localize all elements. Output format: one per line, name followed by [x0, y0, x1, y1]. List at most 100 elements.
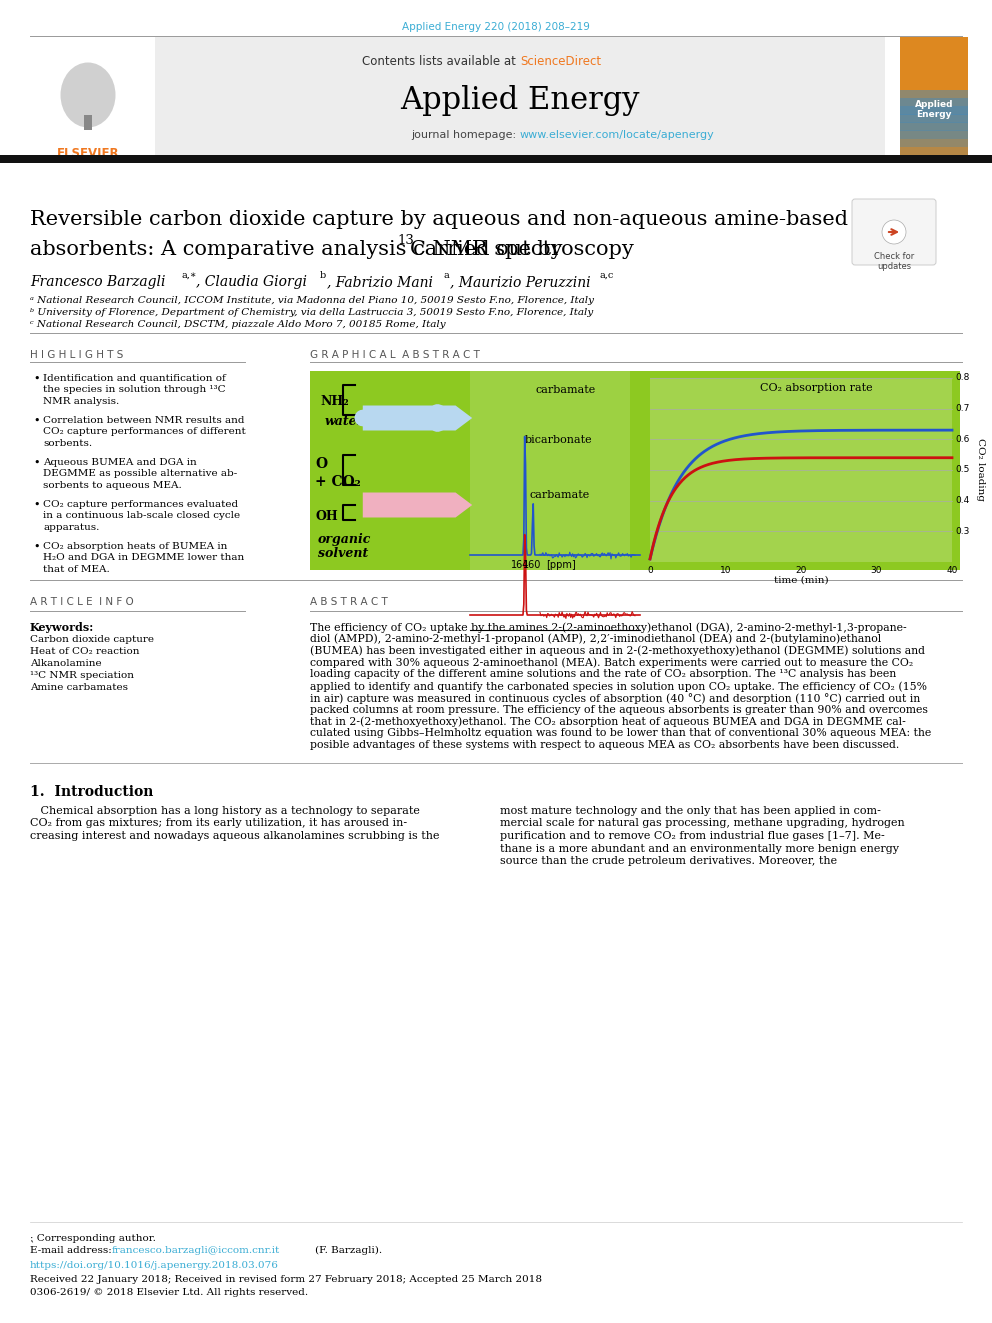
Text: •: • — [33, 500, 40, 509]
Text: •: • — [33, 374, 40, 384]
Text: solvent: solvent — [318, 546, 368, 560]
Text: 40: 40 — [946, 566, 957, 576]
Text: ᵃ National Research Council, ICCOM Institute, via Madonna del Piano 10, 50019 Se: ᵃ National Research Council, ICCOM Insti… — [30, 296, 594, 306]
FancyBboxPatch shape — [900, 90, 968, 115]
Text: Applied
Energy: Applied Energy — [915, 101, 953, 119]
Text: [ppm]: [ppm] — [546, 560, 575, 570]
Text: The efficiency of CO₂ uptake by the amines 2-(2-aminoethoxy)ethanol (DGA), 2-ami: The efficiency of CO₂ uptake by the amin… — [310, 622, 907, 632]
Text: 0.8: 0.8 — [955, 373, 969, 382]
Text: Applied Energy 220 (2018) 208–219: Applied Energy 220 (2018) 208–219 — [402, 22, 590, 32]
Text: culated using Gibbs–Helmholtz equation was found to be lower than that of conven: culated using Gibbs–Helmholtz equation w… — [310, 728, 931, 738]
Text: 0.4: 0.4 — [955, 496, 969, 505]
Text: time (min): time (min) — [774, 576, 828, 585]
Text: 0.5: 0.5 — [955, 466, 969, 475]
FancyBboxPatch shape — [650, 378, 952, 562]
Text: •: • — [33, 415, 40, 426]
Text: a: a — [443, 271, 448, 280]
Text: journal homepage:: journal homepage: — [412, 130, 520, 140]
Text: posible advantages of these systems with respect to aqueous MEA as CO₂ absorbent: posible advantages of these systems with… — [310, 740, 900, 750]
Text: Alkanolamine: Alkanolamine — [30, 659, 101, 668]
Text: sorbents to aqueous MEA.: sorbents to aqueous MEA. — [43, 482, 182, 490]
Text: 0.6: 0.6 — [955, 435, 969, 443]
Text: carbamate: carbamate — [530, 490, 590, 500]
Text: 13: 13 — [398, 234, 415, 247]
Text: Reversible carbon dioxide capture by aqueous and non-aqueous amine-based: Reversible carbon dioxide capture by aqu… — [30, 210, 848, 229]
Text: , Claudia Giorgi: , Claudia Giorgi — [196, 275, 307, 288]
Text: C NMR spectroscopy: C NMR spectroscopy — [410, 239, 633, 259]
Text: Keywords:: Keywords: — [30, 622, 94, 632]
Text: Aqueous BUMEA and DGA in: Aqueous BUMEA and DGA in — [43, 458, 196, 467]
Text: 0.7: 0.7 — [955, 404, 969, 413]
Text: Received 22 January 2018; Received in revised form 27 February 2018; Accepted 25: Received 22 January 2018; Received in re… — [30, 1275, 542, 1285]
Text: 0: 0 — [647, 566, 653, 576]
Text: francesco.barzagli@iccom.cnr.it: francesco.barzagli@iccom.cnr.it — [112, 1246, 281, 1256]
Text: purification and to remove CO₂ from industrial flue gases [1–7]. Me-: purification and to remove CO₂ from indu… — [500, 831, 885, 841]
Text: diol (AMPD), 2-amino-2-methyl-1-propanol (AMP), 2,2′-iminodiethanol (DEA) and 2-: diol (AMPD), 2-amino-2-methyl-1-propanol… — [310, 634, 881, 644]
Text: Check for
updates: Check for updates — [874, 251, 914, 271]
Text: source than the crude petroleum derivatives. Moreover, the: source than the crude petroleum derivati… — [500, 856, 837, 867]
Text: 0.3: 0.3 — [955, 527, 969, 536]
FancyBboxPatch shape — [155, 37, 885, 155]
Text: Carbon dioxide capture: Carbon dioxide capture — [30, 635, 154, 644]
Text: organic: organic — [318, 533, 371, 546]
Text: the species in solution through ¹³C: the species in solution through ¹³C — [43, 385, 225, 394]
Text: apparatus.: apparatus. — [43, 523, 99, 532]
Text: carbamate: carbamate — [535, 385, 595, 396]
Ellipse shape — [61, 62, 115, 127]
Text: applied to identify and quantify the carbonated species in solution upon CO₂ upt: applied to identify and quantify the car… — [310, 681, 927, 692]
Circle shape — [882, 220, 906, 243]
FancyBboxPatch shape — [900, 98, 968, 123]
FancyBboxPatch shape — [900, 114, 968, 139]
Text: CO₂ absorption rate: CO₂ absorption rate — [760, 382, 873, 393]
Text: mercial scale for natural gas processing, methane upgrading, hydrogen: mercial scale for natural gas processing… — [500, 819, 905, 828]
Text: NH₂: NH₂ — [320, 396, 349, 407]
Text: ScienceDirect: ScienceDirect — [520, 56, 601, 67]
Text: CO₂ loading: CO₂ loading — [975, 438, 984, 501]
Text: 10: 10 — [720, 566, 731, 576]
Text: CO₂ from gas mixtures; from its early utilization, it has aroused in-: CO₂ from gas mixtures; from its early ut… — [30, 819, 407, 828]
Text: 1.  Introduction: 1. Introduction — [30, 785, 154, 799]
Text: •: • — [33, 458, 40, 468]
Text: H₂O and DGA in DEGMME lower than: H₂O and DGA in DEGMME lower than — [43, 553, 244, 562]
Text: •: • — [33, 542, 40, 552]
Text: Heat of CO₂ reaction: Heat of CO₂ reaction — [30, 647, 140, 656]
FancyBboxPatch shape — [470, 370, 630, 570]
Text: 30: 30 — [871, 566, 882, 576]
Text: O: O — [315, 456, 327, 471]
FancyArrowPatch shape — [363, 406, 472, 430]
Text: most mature technology and the only that has been applied in com-: most mature technology and the only that… — [500, 806, 881, 816]
FancyBboxPatch shape — [0, 155, 992, 163]
Text: absorbents: A comparative analysis carried out by: absorbents: A comparative analysis carri… — [30, 239, 569, 259]
Text: compared with 30% aqueous 2-aminoethanol (MEA). Batch experiments were carried o: compared with 30% aqueous 2-aminoethanol… — [310, 658, 914, 668]
FancyBboxPatch shape — [900, 37, 968, 155]
Text: sorbents.: sorbents. — [43, 439, 92, 448]
Text: creasing interest and nowadays aqueous alkanolamines scrubbing is the: creasing interest and nowadays aqueous a… — [30, 831, 439, 841]
Text: H I G H L I G H T S: H I G H L I G H T S — [30, 351, 123, 360]
Text: Chemical absorption has a long history as a technology to separate: Chemical absorption has a long history a… — [30, 806, 420, 816]
Text: , Maurizio Peruzzini: , Maurizio Peruzzini — [450, 275, 590, 288]
Text: , Fabrizio Mani: , Fabrizio Mani — [327, 275, 433, 288]
Text: water: water — [325, 415, 364, 429]
FancyBboxPatch shape — [310, 370, 960, 570]
Text: packed columns at room pressure. The efficiency of the aqueous absorbents is gre: packed columns at room pressure. The eff… — [310, 705, 928, 714]
FancyArrowPatch shape — [363, 492, 472, 517]
Text: (F. Barzagli).: (F. Barzagli). — [315, 1246, 382, 1256]
Text: (BUMEA) has been investigated either in aqueous and in 2-(2-methoxyethoxy)ethano: (BUMEA) has been investigated either in … — [310, 646, 925, 656]
Text: ELSEVIER: ELSEVIER — [57, 147, 119, 160]
Text: Applied Energy: Applied Energy — [400, 85, 640, 116]
Text: Identification and quantification of: Identification and quantification of — [43, 374, 226, 382]
Text: ᶜ National Research Council, DSCTM, piazzale Aldo Moro 7, 00185 Rome, Italy: ᶜ National Research Council, DSCTM, piaz… — [30, 320, 445, 329]
Text: + CO₂: + CO₂ — [315, 475, 361, 490]
Text: 164: 164 — [511, 560, 529, 570]
Text: b: b — [320, 271, 326, 280]
Text: CO₂ absorption heats of BUMEA in: CO₂ absorption heats of BUMEA in — [43, 542, 227, 550]
FancyBboxPatch shape — [900, 122, 968, 147]
Text: www.elsevier.com/locate/apenergy: www.elsevier.com/locate/apenergy — [520, 130, 715, 140]
Text: Francesco Barzagli: Francesco Barzagli — [30, 275, 166, 288]
Text: G R A P H I C A L  A B S T R A C T: G R A P H I C A L A B S T R A C T — [310, 351, 480, 360]
FancyBboxPatch shape — [852, 198, 936, 265]
FancyBboxPatch shape — [900, 106, 968, 131]
Text: thane is a more abundant and an environmentally more benign energy: thane is a more abundant and an environm… — [500, 844, 899, 853]
Text: 160: 160 — [523, 560, 542, 570]
Text: ᵇ University of Florence, Department of Chemistry, via della Lastruccia 3, 50019: ᵇ University of Florence, Department of … — [30, 308, 593, 318]
